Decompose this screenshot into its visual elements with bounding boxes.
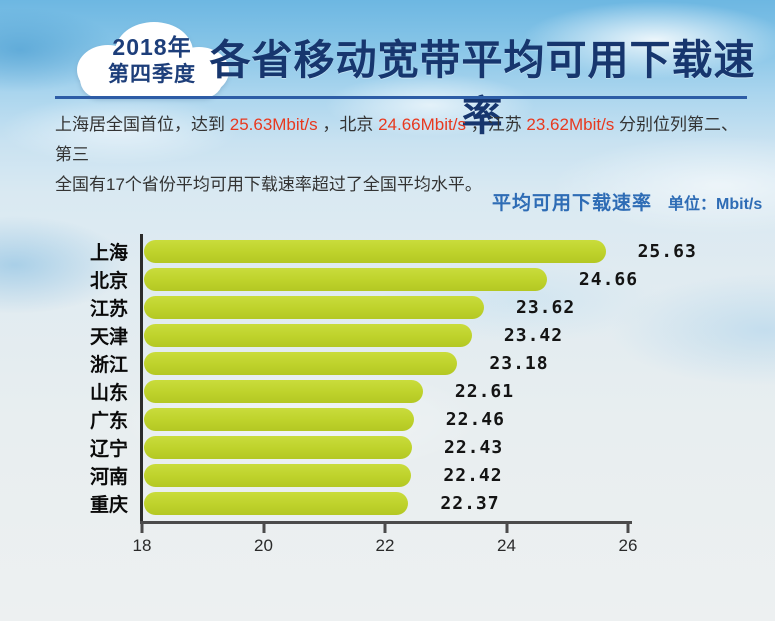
value-label: 23.62 <box>516 296 576 318</box>
bar <box>144 323 472 347</box>
intro-text: 上海居全国首位，达到 25.63Mbit/s ，北京 24.66Mbit/s ，… <box>55 110 745 200</box>
axis-tick <box>505 524 508 533</box>
axis-tick <box>626 524 630 533</box>
chart-subtitle-label: 平均可用下载速率 <box>492 193 653 214</box>
header-divider <box>55 96 747 99</box>
axis-tick <box>383 524 387 533</box>
axis-tick-label: 24 <box>497 536 516 555</box>
chart-rows: 上海 25.63 北京 24.66 江苏 23.62 天津 23.42 浙江 23.18 山东 22.… <box>0 237 775 517</box>
chart-unit-label: 单位：Mbit/s <box>668 196 763 213</box>
bar-row: 浙江 23.18 <box>0 349 775 377</box>
badge-quarter: 第四季度 <box>108 62 196 86</box>
chart-subtitle: 平均可用下载速率 单位：Mbit/s <box>492 188 762 215</box>
bar <box>144 435 412 459</box>
value-label: 24.66 <box>578 268 639 290</box>
axis-tick <box>140 524 144 533</box>
cloud-icon <box>77 22 229 98</box>
bar-row: 北京 24.66 <box>0 265 775 293</box>
intro-line: 全国有17个省份平均可用下载速率超过了全国平均水平。 <box>55 170 745 200</box>
bar-row: 江苏 23.62 <box>0 293 775 321</box>
category-label: 山东 <box>89 382 128 404</box>
bar-row: 山东 22.61 <box>0 377 775 405</box>
category-label: 重庆 <box>89 494 128 516</box>
bar-row: 天津 23.42 <box>0 321 775 349</box>
value-label: 22.37 <box>440 492 500 514</box>
intro-segment: 分别位列第二、第三 <box>55 115 739 164</box>
bar <box>144 407 414 431</box>
page-title: 各省移动宽带平均可用下载速率 <box>209 37 756 139</box>
category-label: 江苏 <box>89 298 128 320</box>
bar <box>144 239 606 263</box>
bar <box>144 379 423 403</box>
bar-row: 广东 22.46 <box>0 405 775 433</box>
speed-value-highlight: 24.66Mbit/s <box>378 115 466 134</box>
bar-chart: 上海 25.63 北京 24.66 江苏 23.62 天津 23.42 浙江 23.18 山东 22.… <box>0 234 775 574</box>
value-label: 25.63 <box>637 240 697 262</box>
intro-segment: 上海居全国首位，达到 <box>55 115 230 134</box>
axis-tick-label: 26 <box>618 536 638 555</box>
category-label: 上海 <box>89 242 128 264</box>
intro-line: 上海居全国首位，达到 25.63Mbit/s ，北京 24.66Mbit/s ，… <box>55 110 745 170</box>
bar <box>144 491 409 515</box>
x-axis: 18 20 22 24 26 <box>133 521 637 571</box>
axis-tick-label: 22 <box>375 536 395 555</box>
bar-row: 辽宁 22.43 <box>0 433 775 461</box>
axis-tick <box>262 524 265 533</box>
category-label: 辽宁 <box>89 438 128 460</box>
intro-segment: 全国有17个省份平均可用下载速率超过了全国平均水平。 <box>55 175 482 194</box>
value-label: 23.42 <box>503 324 564 346</box>
bar-row: 上海 25.63 <box>0 237 775 265</box>
bar <box>144 351 458 375</box>
category-label: 河南 <box>89 466 128 488</box>
value-label: 22.42 <box>443 464 503 486</box>
category-label: 天津 <box>89 326 128 348</box>
value-label: 23.18 <box>489 352 549 374</box>
category-label: 广东 <box>89 410 128 432</box>
period-badge-text: 2018年 第四季度 <box>62 33 242 88</box>
period-badge: 2018年 第四季度 <box>62 16 242 104</box>
speed-value-highlight: 25.63Mbit/s <box>229 115 318 134</box>
bar <box>144 295 484 319</box>
x-axis-line <box>140 521 632 524</box>
bar <box>144 463 412 487</box>
axis-tick-label: 18 <box>132 536 152 555</box>
axis-tick-label: 20 <box>254 536 273 555</box>
bar <box>144 267 547 291</box>
bar-row: 重庆 22.37 <box>0 489 775 517</box>
speed-value-highlight: 23.62Mbit/s <box>526 115 615 134</box>
intro-segment: ，江苏 <box>465 115 527 134</box>
value-label: 22.43 <box>444 436 504 458</box>
badge-year: 2018年 <box>112 34 192 60</box>
value-label: 22.46 <box>445 408 505 430</box>
intro-segment: ，北京 <box>317 115 379 134</box>
y-axis-line <box>140 234 143 524</box>
category-label: 浙江 <box>89 354 128 376</box>
category-label: 北京 <box>89 270 128 292</box>
bar-row: 河南 22.42 <box>0 461 775 489</box>
value-label: 22.61 <box>454 380 515 402</box>
